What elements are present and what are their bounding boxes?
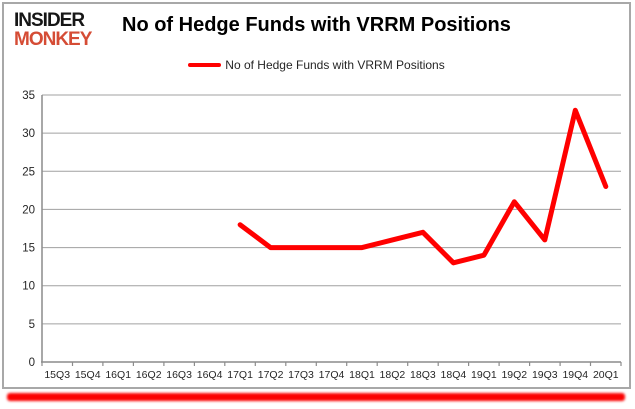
chart-card: INSIDER MONKEY No of Hedge Funds with VR… [2, 2, 631, 389]
x-axis-tick-label: 18Q1 [349, 369, 375, 381]
insider-monkey-logo: INSIDER MONKEY [14, 10, 92, 50]
x-axis-tick-label: 17Q1 [227, 369, 253, 381]
x-axis-tick-label: 17Q4 [319, 369, 345, 381]
y-axis-tick-label: 15 [22, 243, 35, 255]
x-axis-tick-label: 17Q2 [258, 369, 284, 381]
x-axis-tick-label: 18Q3 [410, 369, 436, 381]
y-axis-tick-label: 10 [22, 281, 35, 293]
logo-insider-text: INSIDER [14, 10, 85, 31]
x-axis-tick-label: 20Q1 [593, 369, 619, 381]
legend-label: No of Hedge Funds with VRRM Positions [225, 58, 445, 72]
x-axis-tick-label: 18Q2 [380, 369, 406, 381]
x-axis-tick-label: 15Q3 [44, 369, 70, 381]
logo-monkey-text: MONKEY [14, 28, 92, 50]
x-axis-tick-label: 17Q3 [288, 369, 314, 381]
y-axis-tick-label: 5 [29, 319, 35, 331]
x-axis-tick-label: 16Q2 [136, 369, 162, 381]
y-axis-tick-label: 25 [22, 166, 35, 178]
x-axis-tick-label: 15Q4 [75, 369, 101, 381]
x-axis-tick-label: 18Q4 [441, 369, 467, 381]
x-axis-tick-label: 16Q1 [105, 369, 131, 381]
x-axis-tick-label: 19Q3 [532, 369, 558, 381]
chart-title: No of Hedge Funds with VRRM Positions [122, 14, 511, 36]
legend-line-swatch [188, 63, 222, 67]
y-axis-tick-label: 0 [29, 357, 35, 369]
y-axis-tick-label: 35 [22, 90, 35, 102]
x-axis-tick-label: 19Q4 [562, 369, 588, 381]
bottom-red-bar [7, 393, 625, 401]
data-line-series [237, 107, 609, 266]
y-axis-tick-label: 20 [22, 204, 35, 216]
x-axis-tick-label: 16Q3 [166, 369, 192, 381]
x-axis-tick-label: 19Q2 [501, 369, 527, 381]
y-axis-tick-label: 30 [22, 128, 35, 140]
chart-legend: No of Hedge Funds with VRRM Positions [4, 58, 629, 72]
x-axis-tick-label: 19Q1 [471, 369, 497, 381]
x-axis-tick-label: 16Q4 [197, 369, 223, 381]
